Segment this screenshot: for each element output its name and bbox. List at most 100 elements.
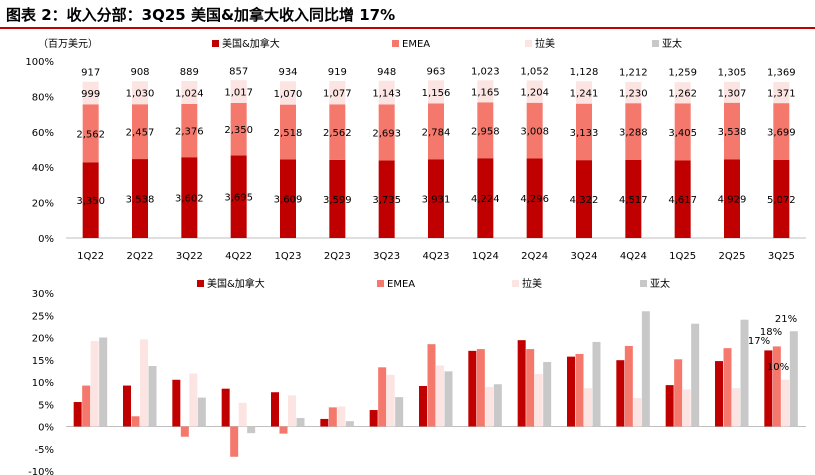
growth-bar-3 <box>740 319 749 427</box>
growth-bar-0 <box>764 350 773 427</box>
data-label: 3,008 <box>520 127 549 138</box>
bar-segment-1 <box>773 103 790 161</box>
y-tick-label: 30% <box>32 289 54 300</box>
legend-swatch-0 <box>212 40 219 47</box>
legend-label-2: 拉美 <box>535 37 555 50</box>
growth-bar-2 <box>633 398 642 427</box>
data-label: 1,262 <box>668 89 697 100</box>
growth-bar-2 <box>90 341 99 427</box>
data-label: 3,288 <box>619 128 648 139</box>
x-tick-label: 2Q23 <box>324 251 351 262</box>
bar-segment-2 <box>526 80 543 103</box>
data-label: 1,128 <box>570 67 599 78</box>
y-tick-label: -5% <box>35 445 54 456</box>
growth-bar-1 <box>723 348 732 427</box>
data-label: 3,735 <box>372 195 401 206</box>
bar-segment-0 <box>378 160 395 238</box>
bar-segment-1 <box>230 102 247 156</box>
data-label: 919 <box>328 67 347 78</box>
data-label: 1,204 <box>520 88 549 99</box>
data-label: 1,241 <box>570 89 599 100</box>
growth-bar-3 <box>543 361 552 427</box>
bar-segment-2 <box>724 81 740 103</box>
bar-segment-2 <box>329 80 346 105</box>
growth-bar-0 <box>665 385 674 427</box>
growth-bar-2 <box>288 395 296 427</box>
growth-bar-2 <box>386 374 395 427</box>
growth-bar-3 <box>395 397 404 427</box>
growth-bar-0 <box>172 379 181 427</box>
data-label: 2,457 <box>126 128 155 139</box>
data-label: 963 <box>426 67 445 78</box>
legend-swatch-1 <box>377 280 384 287</box>
data-label: 857 <box>229 67 248 78</box>
data-label: 4,929 <box>718 195 747 206</box>
bar-segment-1 <box>724 102 740 160</box>
growth-bar-2 <box>781 379 790 427</box>
data-label: 2,376 <box>175 127 204 138</box>
growth-bar-2 <box>238 402 247 427</box>
data-label: 3,699 <box>767 128 796 139</box>
growth-bar-1 <box>674 359 683 427</box>
bar-segment-0 <box>181 157 198 238</box>
legend-swatch-3 <box>652 40 659 47</box>
bar-segment-0 <box>132 159 148 238</box>
growth-bar-1 <box>476 349 485 427</box>
growth-bar-3 <box>296 418 305 427</box>
legend-label-3: 亚太 <box>662 37 682 50</box>
title-underline <box>0 27 815 29</box>
data-label: 1,305 <box>718 67 747 78</box>
data-label: 3,350 <box>76 196 105 207</box>
bar-segment-2 <box>378 80 395 105</box>
growth-bar-2 <box>140 339 148 427</box>
data-label: 1,230 <box>619 89 648 100</box>
data-label: 3,133 <box>570 128 599 139</box>
data-label: 5,072 <box>767 195 796 206</box>
growth-bar-1 <box>82 385 91 427</box>
x-tick-label: 2Q24 <box>521 251 548 262</box>
data-label: 3,599 <box>323 195 352 206</box>
data-label: 1,212 <box>619 67 648 78</box>
bar-segment-2 <box>773 82 790 104</box>
growth-bar-1 <box>624 345 633 427</box>
growth-bar-0 <box>567 356 575 427</box>
growth-bar-1 <box>180 426 189 437</box>
data-label: 2,784 <box>422 127 451 138</box>
bar-segment-0 <box>280 159 296 238</box>
legend-swatch-3 <box>640 280 647 287</box>
data-label: 2,958 <box>471 126 500 137</box>
data-label: 3,538 <box>126 195 155 206</box>
data-label: 1,259 <box>668 68 697 79</box>
y-tick-label: 20% <box>32 334 54 345</box>
bar-segment-2 <box>280 81 296 105</box>
growth-bar-3 <box>493 384 502 427</box>
data-label: 1,156 <box>422 88 451 99</box>
data-label: 1,024 <box>175 88 204 99</box>
growth-bar-0 <box>715 361 723 427</box>
growth-bar-3 <box>99 337 108 427</box>
yoy-growth-chart: 美国&加拿大 EMEA 拉美 亚太 -10% -5% 0% 5% 10% 15% 20% 25% 30%… <box>28 277 806 475</box>
x-tick-label: 1Q25 <box>669 251 696 262</box>
revenue-share-chart: （百万美元） 美国&加拿大 EMEA 拉美 亚太 0% 20% 40% 60% 80% 100% 3,… <box>25 37 806 262</box>
bar-segment-1 <box>477 102 494 159</box>
data-label: 1,307 <box>718 88 747 99</box>
x-tick-label: 3Q25 <box>768 251 795 262</box>
bar-segment-1 <box>181 103 198 158</box>
growth-bar-0 <box>369 410 378 427</box>
growth-bar-1 <box>772 346 781 427</box>
data-label: 4,617 <box>668 195 697 206</box>
growth-bar-0 <box>419 386 427 427</box>
bar-segment-2 <box>181 80 198 104</box>
x-tick-label: 3Q22 <box>176 251 203 262</box>
bar-segment-1 <box>82 104 99 163</box>
bar-segment-2 <box>230 80 247 103</box>
growth-bar-3 <box>444 371 453 427</box>
growth-bar-2 <box>584 388 592 427</box>
bar-segment-1 <box>428 103 444 160</box>
x-tick-label: 3Q24 <box>571 251 598 262</box>
bar-segment-1 <box>132 104 148 160</box>
y-tick-label: 0% <box>38 423 54 434</box>
bar-segment-0 <box>329 159 346 238</box>
y-tick-label: 0% <box>38 234 54 245</box>
x-tick-label: 2Q22 <box>127 251 154 262</box>
